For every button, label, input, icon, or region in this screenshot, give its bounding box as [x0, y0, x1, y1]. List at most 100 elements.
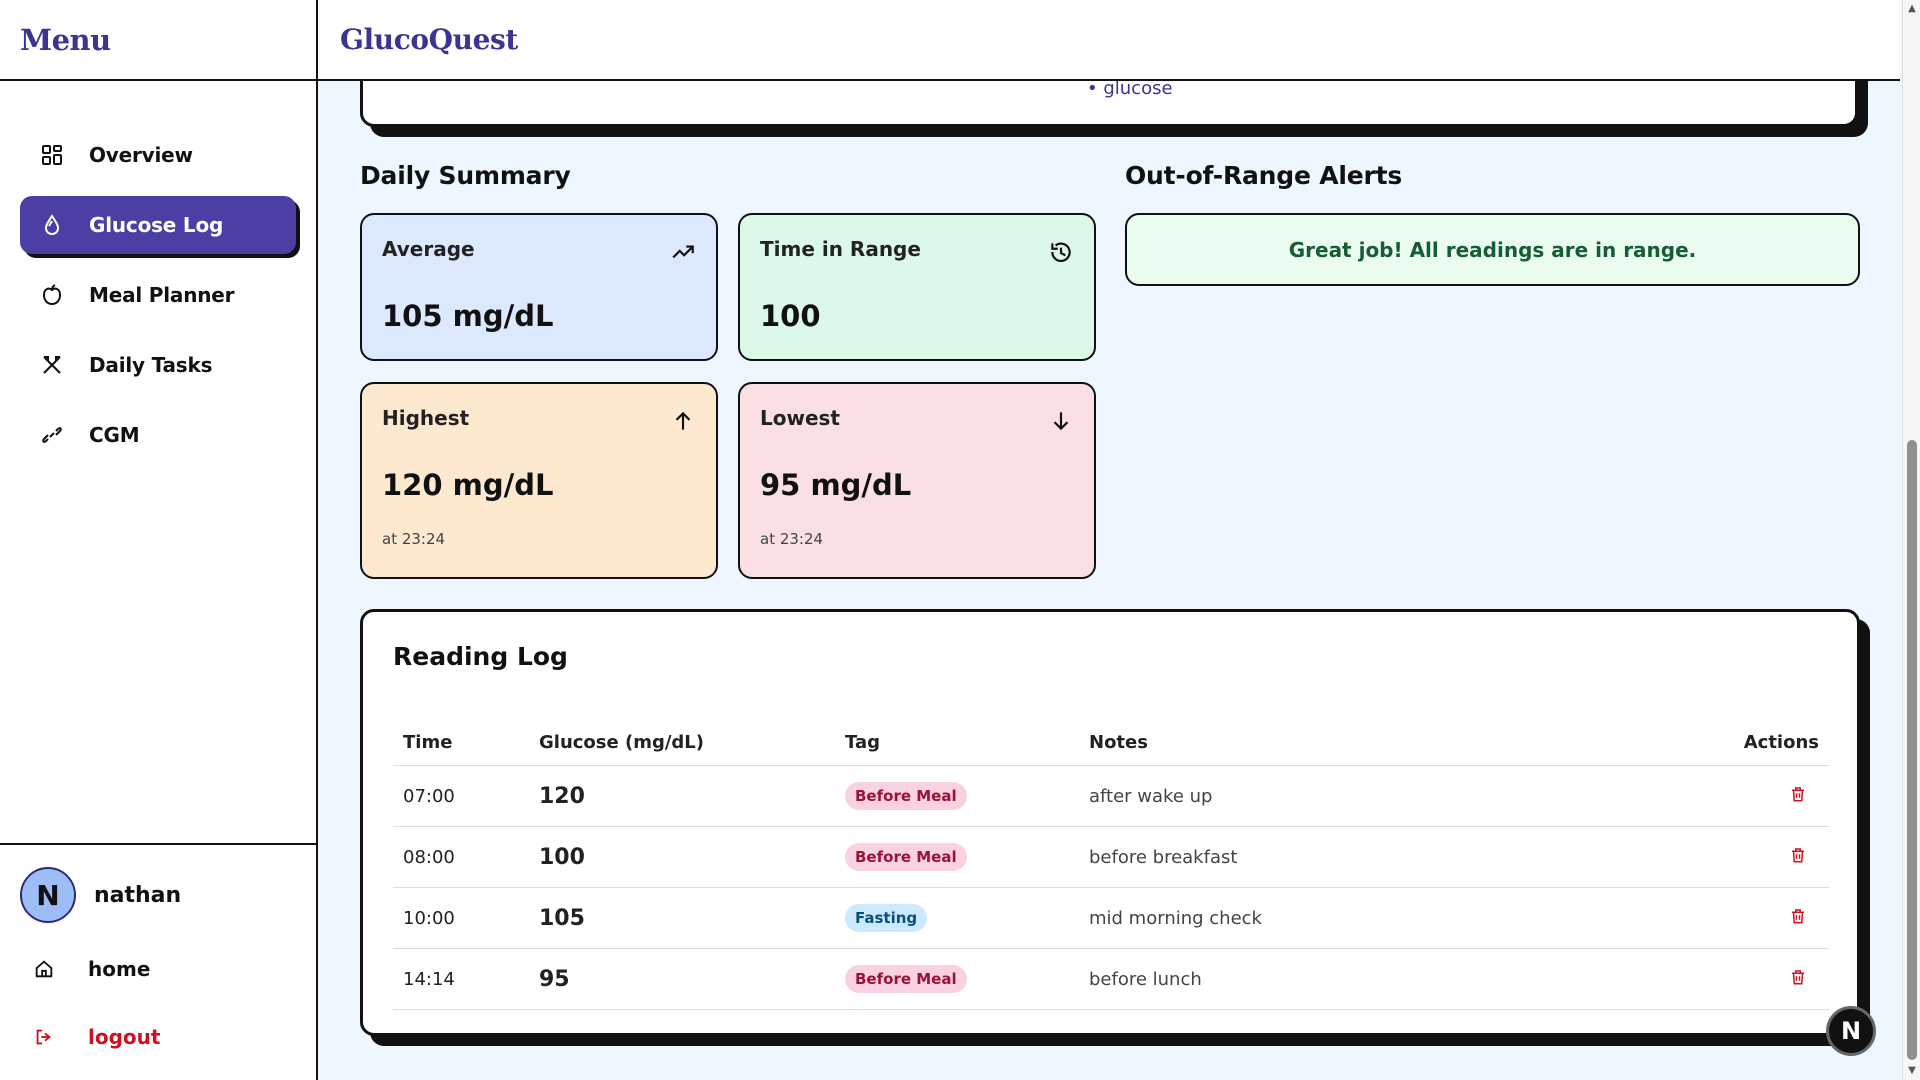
scroll-down-arrow[interactable]: ▼	[1908, 1065, 1916, 1076]
highest-label: Highest	[382, 406, 470, 430]
lowest-card: Lowest 95 mg/dL at 23:24	[738, 382, 1096, 579]
lowest-label: Lowest	[760, 406, 840, 430]
lowest-value: 95 mg/dL	[760, 468, 912, 502]
floating-action-button[interactable]: N	[1826, 1006, 1876, 1056]
time-in-range-card: Time in Range 100	[738, 213, 1096, 361]
sidebar-header: Menu	[0, 0, 316, 81]
sidebar-item-label: Glucose Log	[89, 213, 224, 237]
reading-log-title: Reading Log	[393, 642, 568, 671]
alert-message-box: Great job! All readings are in range.	[1125, 213, 1860, 286]
alerts-title: Out-of-Range Alerts	[1125, 161, 1403, 190]
average-label: Average	[382, 237, 475, 261]
sidebar-item-daily-tasks[interactable]: Daily Tasks	[20, 336, 296, 394]
average-card: Average 105 mg/dL	[360, 213, 718, 361]
sidebar-item-meal-planner[interactable]: Meal Planner	[20, 266, 296, 324]
home-icon	[32, 957, 56, 981]
scroll-up-arrow[interactable]: ▲	[1908, 3, 1916, 14]
reading-glucose: 95	[529, 948, 835, 1010]
sidebar-item-label: Overview	[89, 143, 193, 167]
vertical-scrollbar[interactable]: ▲ ▼	[1902, 0, 1920, 1080]
column-time: Time	[393, 720, 529, 766]
reading-actions	[1689, 765, 1829, 827]
reading-notes: before lunch	[1079, 948, 1689, 1010]
trash-icon[interactable]	[1789, 785, 1807, 803]
reading-tag-cell: Before Meal	[835, 765, 1079, 827]
top-card-partial: • glucose	[360, 81, 1858, 127]
app-title: GlucoQuest	[340, 23, 518, 56]
reading-notes: after wake up	[1079, 765, 1689, 827]
grid-icon	[35, 138, 69, 172]
highest-value: 120 mg/dL	[382, 468, 554, 502]
arrow-up-icon	[675, 411, 691, 430]
table-row: 07:00 120 Before Meal after wake up	[393, 765, 1829, 827]
reading-time: 10:00	[393, 887, 529, 949]
table-row: 10:00 105 Fasting mid morning check	[393, 887, 1829, 949]
sidebar: Menu Overview Glucose Log	[0, 0, 318, 1080]
top-bar: GlucoQuest	[318, 0, 1900, 81]
reading-notes: mid morning check	[1079, 887, 1689, 949]
reading-tag-cell: Before Meal	[835, 826, 1079, 888]
tag-badge: Before Meal	[845, 843, 967, 871]
reading-tag-cell: Before Meal	[835, 948, 1079, 1010]
average-value: 105 mg/dL	[382, 299, 554, 333]
sidebar-item-glucose-log[interactable]: Glucose Log	[20, 196, 296, 254]
home-link[interactable]: home	[20, 945, 296, 993]
tag-badge: Before Meal	[845, 782, 967, 810]
trash-icon[interactable]	[1789, 846, 1807, 864]
tag-badge: Before Meal	[845, 965, 967, 993]
reading-glucose: 120	[529, 765, 835, 827]
highest-card: Highest 120 mg/dL at 23:24	[360, 382, 718, 579]
reading-tag-cell: Fasting	[835, 887, 1079, 949]
reading-actions	[1689, 887, 1829, 949]
droplet-icon	[35, 208, 69, 242]
column-tag: Tag	[835, 720, 1079, 766]
sidebar-item-cgm[interactable]: CGM	[20, 406, 296, 464]
table-row: 08:00 100 Before Meal before breakfast	[393, 826, 1829, 888]
reading-actions	[1689, 826, 1829, 888]
reading-glucose: 105	[529, 887, 835, 949]
column-glucose: Glucose (mg/dL)	[529, 720, 835, 766]
scroll-thumb[interactable]	[1907, 440, 1917, 1060]
tag-badge: Fasting	[845, 904, 928, 932]
avatar: N	[20, 867, 76, 923]
sidebar-item-label: CGM	[89, 423, 140, 447]
reading-glucose: 100	[529, 826, 835, 888]
arrow-down-icon	[1053, 412, 1069, 431]
history-icon	[1051, 242, 1071, 263]
link-icon	[35, 418, 69, 452]
trash-icon[interactable]	[1789, 968, 1807, 986]
table-row: 14:14 95 Before Meal before lunch	[393, 948, 1829, 1010]
table-header-row: Time Glucose (mg/dL) Tag Notes Actions	[393, 720, 1829, 766]
sidebar-item-overview[interactable]: Overview	[20, 126, 296, 184]
sidebar-item-label: Meal Planner	[89, 283, 235, 307]
daily-summary-title: Daily Summary	[360, 161, 571, 190]
username: nathan	[94, 882, 182, 908]
reading-notes: before breakfast	[1079, 826, 1689, 888]
sidebar-footer: N nathan home logout	[0, 843, 316, 1080]
trash-icon[interactable]	[1789, 907, 1807, 925]
column-actions: Actions	[1689, 720, 1829, 766]
time-in-range-label: Time in Range	[760, 237, 921, 261]
reading-log-table: Time Glucose (mg/dL) Tag Notes Actions 0…	[393, 720, 1829, 1010]
column-notes: Notes	[1079, 720, 1689, 766]
sidebar-item-label: Daily Tasks	[89, 353, 213, 377]
crossed-tools-icon	[35, 348, 69, 382]
sidebar-title: Menu	[20, 22, 111, 57]
home-label: home	[88, 957, 151, 981]
reading-time: 08:00	[393, 826, 529, 888]
lowest-time: at 23:24	[760, 530, 824, 548]
apple-icon	[35, 278, 69, 312]
alert-message: Great job! All readings are in range.	[1288, 237, 1697, 262]
partial-list-item: • glucose	[1087, 81, 1173, 99]
reading-time: 14:14	[393, 948, 529, 1010]
highest-time: at 23:24	[382, 530, 446, 548]
reading-log-card: Reading Log Time Glucose (mg/dL) Tag Not…	[360, 609, 1860, 1036]
trend-up-icon	[672, 245, 694, 259]
main-content: • glucose Daily Summary Out-of-Range Ale…	[318, 81, 1900, 1080]
user-profile[interactable]: N nathan	[20, 865, 296, 925]
reading-actions	[1689, 948, 1829, 1010]
logout-link[interactable]: logout	[20, 1013, 296, 1061]
logout-label: logout	[88, 1025, 161, 1049]
time-in-range-value: 100	[760, 299, 821, 333]
logout-icon	[32, 1025, 56, 1049]
